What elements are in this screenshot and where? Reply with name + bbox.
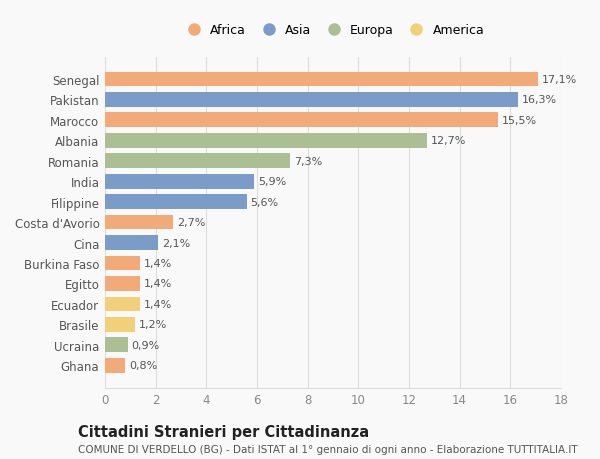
- Bar: [105, 73, 538, 87]
- Bar: [105, 195, 247, 210]
- Bar: [105, 235, 158, 250]
- Bar: [105, 338, 128, 353]
- Text: 17,1%: 17,1%: [542, 75, 577, 85]
- Text: 2,7%: 2,7%: [177, 218, 206, 228]
- Text: 1,4%: 1,4%: [144, 279, 173, 289]
- Text: 1,2%: 1,2%: [139, 319, 167, 330]
- Text: 15,5%: 15,5%: [502, 116, 536, 126]
- Text: 5,6%: 5,6%: [251, 197, 279, 207]
- Bar: [105, 297, 140, 312]
- Text: 7,3%: 7,3%: [294, 157, 322, 166]
- Text: COMUNE DI VERDELLO (BG) - Dati ISTAT al 1° gennaio di ogni anno - Elaborazione T: COMUNE DI VERDELLO (BG) - Dati ISTAT al …: [78, 444, 578, 454]
- Text: Cittadini Stranieri per Cittadinanza: Cittadini Stranieri per Cittadinanza: [78, 425, 369, 440]
- Text: 1,4%: 1,4%: [144, 258, 173, 269]
- Text: 12,7%: 12,7%: [431, 136, 466, 146]
- Bar: [105, 154, 290, 169]
- Bar: [105, 276, 140, 291]
- Text: 5,9%: 5,9%: [258, 177, 287, 187]
- Bar: [105, 256, 140, 271]
- Bar: [105, 317, 136, 332]
- Text: 2,1%: 2,1%: [162, 238, 190, 248]
- Bar: [105, 215, 173, 230]
- Bar: [105, 113, 497, 128]
- Bar: [105, 134, 427, 148]
- Legend: Africa, Asia, Europa, America: Africa, Asia, Europa, America: [178, 21, 488, 41]
- Text: 0,9%: 0,9%: [131, 340, 160, 350]
- Text: 16,3%: 16,3%: [522, 95, 557, 105]
- Text: 1,4%: 1,4%: [144, 299, 173, 309]
- Bar: [105, 174, 254, 189]
- Bar: [105, 358, 125, 373]
- Bar: [105, 93, 518, 107]
- Text: 0,8%: 0,8%: [129, 360, 157, 370]
